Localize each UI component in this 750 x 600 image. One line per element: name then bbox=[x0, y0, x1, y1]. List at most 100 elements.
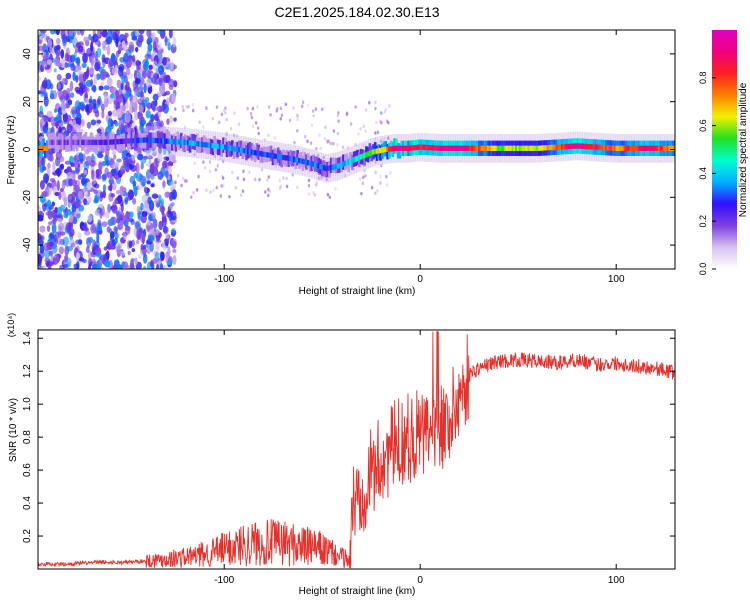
spectrogram-noise-blob bbox=[167, 259, 173, 266]
spectrogram-ridge-core bbox=[61, 139, 65, 145]
spectrogram-noise-blob bbox=[326, 192, 330, 197]
spectrogram-ridge-core bbox=[75, 139, 79, 145]
spectrogram-ridge-core bbox=[236, 146, 239, 153]
spectrogram-noise-blob bbox=[90, 41, 94, 53]
spectrogram-noise-blob bbox=[380, 163, 383, 168]
spectrogram-noise-blob bbox=[285, 176, 288, 181]
spectrogram-noise-blob bbox=[50, 89, 54, 98]
spectrogram-ridge-core bbox=[525, 145, 529, 151]
spectrogram-ridge-core bbox=[52, 139, 56, 145]
spectrogram-noise-blob bbox=[135, 46, 139, 53]
spectrogram-noise-blob bbox=[170, 232, 176, 237]
spectrogram-ridge-core bbox=[451, 145, 454, 151]
spectrogram-noise-blob bbox=[148, 64, 153, 70]
spectrogram-noise-blob bbox=[90, 119, 97, 126]
spectrogram-ridge-core bbox=[255, 150, 259, 156]
spectrogram-ridge-core bbox=[165, 138, 169, 144]
spectrogram-noise-blob bbox=[253, 177, 257, 182]
spectrogram-noise-blob bbox=[81, 62, 87, 68]
spectrogram-noise-blob bbox=[380, 111, 383, 115]
spectrogram-noise-blob bbox=[39, 235, 45, 242]
spectrogram-noise-blob bbox=[38, 214, 44, 222]
spectrogram-noise-blob bbox=[337, 110, 340, 115]
spectrogram-noise-blob bbox=[337, 119, 340, 123]
spectrogram-ridge-core bbox=[213, 143, 216, 149]
spectrogram-ridge-core bbox=[151, 137, 155, 143]
spectrogram-y-tick-label: 0 bbox=[22, 146, 33, 152]
spectrogram-noise-blob bbox=[127, 55, 134, 60]
spectrogram-ridge-core bbox=[597, 144, 601, 150]
spectrogram-noise-blob bbox=[96, 119, 102, 124]
spectrogram-ridge-core bbox=[105, 139, 109, 145]
spectrogram-noise-blob bbox=[100, 103, 105, 112]
spectrogram-noise-blob bbox=[228, 194, 231, 199]
spectrogram-noise-blob bbox=[142, 155, 148, 160]
spectrogram-ridge-core bbox=[433, 145, 437, 151]
spectrogram-noise-blob bbox=[89, 66, 95, 75]
spectrogram-ridge-core bbox=[285, 155, 289, 161]
spectrogram-ridge-core bbox=[241, 147, 245, 154]
spectrogram-noise-blob bbox=[55, 30, 60, 36]
spectrogram-noise-blob bbox=[202, 125, 205, 129]
spectrogram-noise-blob bbox=[242, 169, 245, 174]
snr-y-axis-label: SNR (10 * v/v) bbox=[8, 398, 19, 462]
spectrogram-ridge-core bbox=[169, 138, 172, 145]
spectrogram-noise-blob bbox=[113, 154, 117, 160]
snr-x-tick-label: 0 bbox=[417, 575, 423, 586]
spectrogram-noise-blob bbox=[70, 242, 76, 248]
spectrogram-noise-blob bbox=[306, 103, 310, 108]
spectrogram-ridge-core bbox=[594, 144, 597, 150]
spectrogram-ridge-core bbox=[206, 142, 209, 148]
spectrogram-noise-blob bbox=[98, 161, 103, 171]
spectrogram-noise-blob bbox=[114, 121, 119, 127]
spectrogram-ridge-core bbox=[373, 148, 377, 155]
spectrogram-noise-blob bbox=[106, 77, 113, 87]
spectrogram-ridge-core bbox=[490, 145, 493, 151]
spectrogram-noise-blob bbox=[110, 93, 115, 99]
spectrogram-noise-blob bbox=[183, 125, 187, 130]
spectrogram-noise-blob bbox=[141, 70, 147, 79]
spectrogram-noise-blob bbox=[137, 211, 142, 222]
spectrogram-ridge-core bbox=[640, 145, 643, 151]
spectrogram-noise-blob bbox=[62, 89, 67, 95]
spectrogram-noise-blob bbox=[57, 82, 61, 90]
spectrogram-noise-blob bbox=[50, 115, 55, 127]
spectrogram-ridge-core bbox=[119, 138, 123, 145]
spectrogram-ridge-core bbox=[296, 157, 299, 163]
spectrogram-noise-blob bbox=[73, 51, 77, 61]
spectrogram-ridge-core bbox=[72, 139, 75, 145]
spectrogram-ridge-core bbox=[63, 139, 66, 145]
spectrogram-noise-blob bbox=[151, 161, 159, 171]
colorbar-tick-label: 0.2 bbox=[698, 215, 708, 228]
spectrogram-noise-blob bbox=[159, 263, 164, 269]
spectrogram-noise-blob bbox=[229, 126, 233, 131]
spectrogram-noise-blob bbox=[65, 222, 72, 233]
spectrogram-noise-blob bbox=[334, 187, 337, 191]
spectrogram-noise-blob bbox=[96, 30, 101, 37]
spectrogram-noise-blob bbox=[250, 115, 254, 120]
spectrogram-ridge-core bbox=[541, 145, 544, 151]
spectrogram-noise-blob bbox=[132, 180, 137, 187]
spectrogram-noise-blob bbox=[197, 174, 200, 179]
spectrogram-noise-blob bbox=[47, 265, 52, 269]
spectrogram-ridge-core bbox=[612, 145, 615, 151]
spectrogram-ridge-core bbox=[345, 160, 349, 166]
spectrogram-noise-blob bbox=[104, 167, 109, 176]
spectrogram-ridge-core bbox=[414, 144, 417, 151]
spectrogram-noise-blob bbox=[42, 264, 46, 269]
spectrogram-ridge-core bbox=[467, 145, 470, 151]
spectrogram-ridge-core bbox=[421, 144, 424, 150]
spectrogram-noise-blob bbox=[322, 155, 325, 160]
spectrogram-noise-blob bbox=[379, 174, 382, 179]
spectrogram-noise-blob bbox=[130, 219, 135, 225]
spectrogram-ridge-core bbox=[125, 138, 128, 144]
spectrogram-noise-blob bbox=[235, 134, 239, 138]
spectrogram-noise-blob bbox=[40, 30, 47, 34]
spectrogram-ridge-core bbox=[476, 145, 479, 151]
spectrogram-noise-blob bbox=[116, 158, 122, 163]
spectrogram-noise-blob bbox=[76, 259, 80, 269]
colorbar-ticks: 0.0 0.2 0.4 0.6 0.8 bbox=[698, 72, 716, 275]
spectrogram-noise-blob bbox=[373, 137, 377, 142]
spectrogram-noise-blob bbox=[62, 112, 69, 123]
spectrogram-ridge-core bbox=[444, 145, 447, 151]
